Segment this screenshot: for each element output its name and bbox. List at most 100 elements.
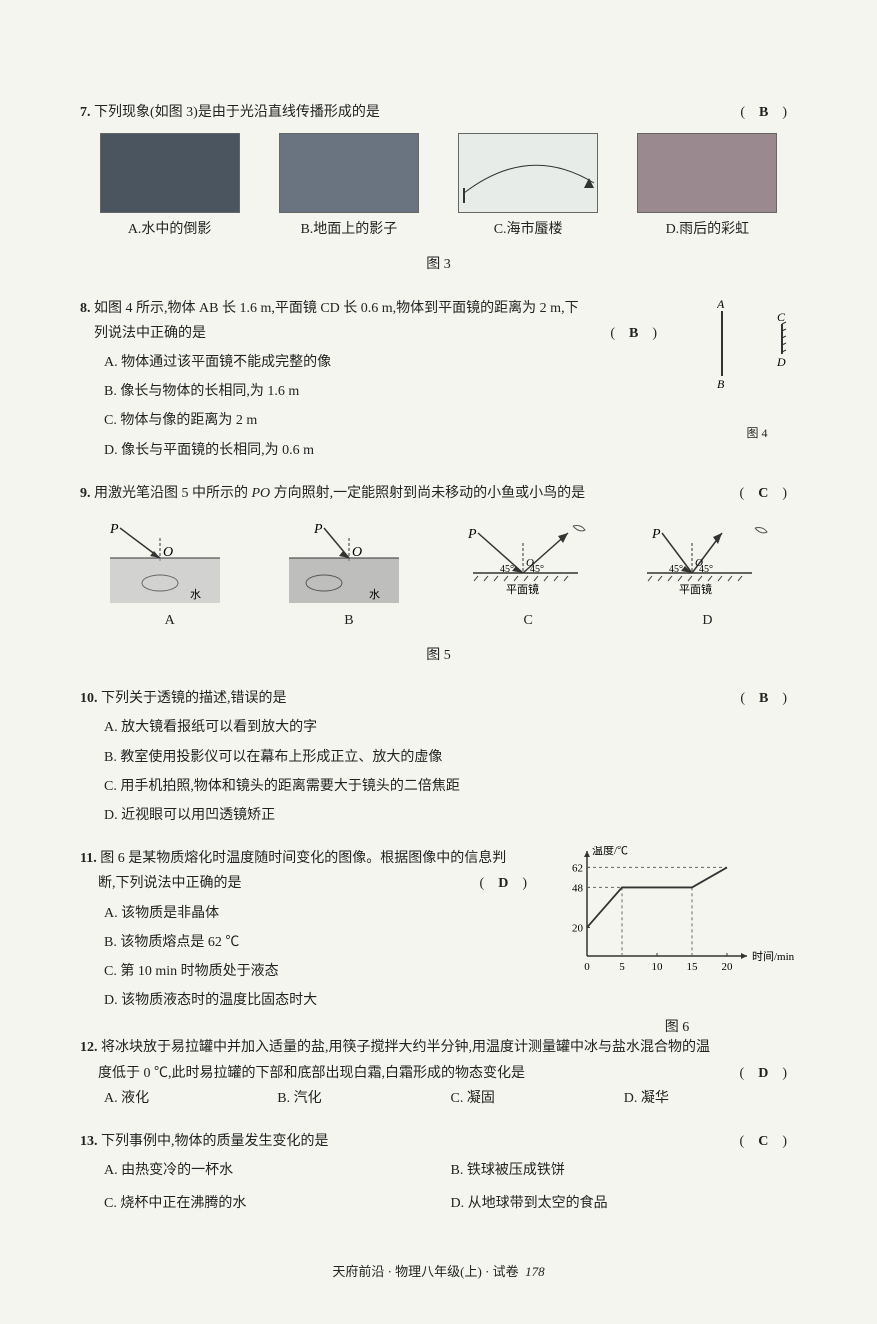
q11-num: 11.	[80, 851, 97, 866]
q10-options: A. 放大镜看报纸可以看到放大的字 B. 教室使用投影仪可以在幕布上形成正立、放…	[104, 715, 797, 828]
q10-text: 下列关于透镜的描述,错误的是	[101, 691, 287, 706]
q13-options: A. 由热变冷的一杯水 B. 铁球被压成铁饼 C. 烧杯中正在沸腾的水 D. 从…	[104, 1154, 797, 1220]
q7-opt-c: C.海市蜃楼	[439, 133, 618, 242]
q10-opt-d: D. 近视眼可以用凹透镜矫正	[104, 803, 797, 828]
q10-opt-a: A. 放大镜看报纸可以看到放大的字	[104, 715, 797, 740]
q8-text-1: 如图 4 所示,物体 AB 长 1.6 m,平面镜 CD 长 0.6 m,物体到…	[94, 301, 579, 316]
q8-opt-c: C. 物体与像的距离为 2 m	[104, 408, 697, 433]
q11-opt-c: C. 第 10 min 时物质处于液态	[104, 959, 537, 984]
q11-opt-a: A. 该物质是非晶体	[104, 901, 537, 926]
question-7: 7. 下列现象(如图 3)是由于光沿直线传播形成的是 ( B ) A.水中的倒影…	[80, 100, 797, 278]
q11-fig-label: 图 6	[557, 1015, 797, 1040]
label-C: C	[777, 310, 786, 324]
question-13: 13. 下列事例中,物体的质量发生变化的是 ( C ) A. 由热变冷的一杯水 …	[80, 1129, 797, 1221]
q10-opt-c: C. 用手机拍照,物体和镜头的距离需要大于镜头的二倍焦距	[104, 774, 797, 799]
q8-options: A. 物体通过该平面镜不能成完整的像 B. 像长与物体的长相同,为 1.6 m …	[104, 350, 697, 463]
q13-answer: ( C )	[740, 1129, 787, 1154]
q10-opt-b: B. 教室使用投影仪可以在幕布上形成正立、放大的虚像	[104, 745, 797, 770]
svg-text:15: 15	[687, 961, 699, 973]
q7-img-d	[637, 133, 777, 213]
q9-num: 9.	[80, 486, 91, 501]
q7-img-b	[279, 133, 419, 213]
q11-text-2: 断,下列说法中正确的是	[98, 876, 242, 891]
q7-img-a	[100, 133, 240, 213]
q8-diagram: A B C D 图 4	[717, 296, 797, 396]
svg-text:平面镜: 平面镜	[679, 582, 712, 596]
svg-text:62: 62	[572, 863, 583, 875]
q12-text-1: 将冰块放于易拉罐中并加入适量的盐,用筷子搅拌大约半分钟,用温度计测量罐中冰与盐水…	[101, 1040, 710, 1055]
q8-answer: ( B )	[610, 321, 657, 346]
q11-answer: ( D )	[480, 871, 527, 896]
svg-text:5: 5	[619, 961, 625, 973]
mirage-icon	[459, 133, 597, 213]
question-10: 10. 下列关于透镜的描述,错误的是 ( B ) A. 放大镜看报纸可以看到放大…	[80, 686, 797, 828]
q8-opt-d: D. 像长与平面镜的长相同,为 0.6 m	[104, 438, 697, 463]
q10-num: 10.	[80, 691, 98, 706]
label-B: B	[717, 377, 725, 391]
q9-fig-b: P O 水 B	[274, 518, 424, 633]
q12-text-2: 度低于 0 ℃,此时易拉罐的下部和底部出现白霜,白霜形成的物态变化是	[98, 1066, 525, 1081]
svg-text:P: P	[651, 527, 661, 542]
svg-text:48: 48	[572, 883, 584, 895]
q12-opt-b: B. 汽化	[277, 1086, 450, 1111]
q7-answer: ( B )	[740, 100, 787, 125]
q7-opt-b: B.地面上的影子	[259, 133, 438, 242]
q13-opt-a: A. 由热变冷的一杯水	[104, 1158, 451, 1183]
q7-text: 下列现象(如图 3)是由于光沿直线传播形成的是	[94, 105, 380, 120]
q9-answer: ( C )	[740, 481, 787, 506]
svg-text:水: 水	[190, 588, 201, 601]
question-11: 11. 图 6 是某物质熔化时温度随时间变化的图像。根据图像中的信息判 断,下列…	[80, 846, 797, 1017]
q13-opt-c: C. 烧杯中正在沸腾的水	[104, 1191, 451, 1216]
q12-opt-d: D. 凝华	[624, 1086, 797, 1111]
label-A: A	[717, 297, 725, 311]
q9-fig-c: P O 45° 45° 平面镜 C	[453, 518, 603, 633]
q8-num: 8.	[80, 301, 91, 316]
svg-text:平面镜: 平面镜	[506, 582, 539, 596]
q12-opt-c: C. 凝固	[451, 1086, 624, 1111]
svg-text:水: 水	[369, 588, 380, 601]
svg-text:P: P	[467, 527, 477, 542]
q12-answer: ( D )	[740, 1061, 787, 1086]
q13-text: 下列事例中,物体的质量发生变化的是	[101, 1134, 329, 1149]
question-8: A B C D 图 4 8. 如图 4 所示,物体 AB 长 1.6 m,平面镜…	[80, 296, 797, 463]
q11-chart: 20486205101520温度/℃时间/min 图 6	[557, 846, 797, 1006]
q13-num: 13.	[80, 1134, 98, 1149]
q9-fig-label: 图 5	[80, 643, 797, 668]
q10-answer: ( B )	[740, 686, 787, 711]
q7-fig-label: 图 3	[80, 252, 797, 277]
svg-text:0: 0	[584, 961, 590, 973]
q7-opt-d: D.雨后的彩虹	[618, 133, 797, 242]
question-9: 9. 用激光笔沿图 5 中所示的 PO 方向照射,一定能照射到尚未移动的小鱼或小…	[80, 481, 797, 669]
svg-text:10: 10	[652, 961, 664, 973]
q13-opt-d: D. 从地球带到太空的食品	[451, 1191, 798, 1216]
q8-text-2: 列说法中正确的是	[94, 326, 206, 341]
page-footer: 天府前沿 · 物理八年级(上) · 试卷 178	[80, 1260, 797, 1283]
svg-text:P: P	[313, 522, 323, 537]
svg-text:20: 20	[722, 961, 734, 973]
svg-text:温度/℃: 温度/℃	[592, 846, 628, 857]
q13-opt-b: B. 铁球被压成铁饼	[451, 1158, 798, 1183]
q7-opt-a: A.水中的倒影	[80, 133, 259, 242]
q12-options: A. 液化 B. 汽化 C. 凝固 D. 凝华	[104, 1086, 797, 1111]
q8-fig-label: 图 4	[717, 423, 797, 445]
label-D: D	[776, 355, 786, 369]
q12-opt-a: A. 液化	[104, 1086, 277, 1111]
q11-opt-d: D. 该物质液态时的温度比固态时大	[104, 988, 537, 1013]
q8-opt-b: B. 像长与物体的长相同,为 1.6 m	[104, 379, 697, 404]
q9-text: 用激光笔沿图 5 中所示的 PO 方向照射,一定能照射到尚未移动的小鱼或小鸟的是	[94, 486, 585, 501]
q11-text-1: 图 6 是某物质熔化时温度随时间变化的图像。根据图像中的信息判	[100, 851, 506, 866]
svg-text:20: 20	[572, 923, 584, 935]
q9-fig-d: P O 45° 45° 平面镜 D	[632, 518, 782, 633]
q11-opt-b: B. 该物质熔点是 62 ℃	[104, 930, 537, 955]
svg-text:时间/min: 时间/min	[752, 950, 795, 963]
q9-figures: P O 水 A P O	[80, 518, 797, 633]
q12-num: 12.	[80, 1040, 98, 1055]
question-12: 12. 将冰块放于易拉罐中并加入适量的盐,用筷子搅拌大约半分钟,用温度计测量罐中…	[80, 1035, 797, 1111]
q8-opt-a: A. 物体通过该平面镜不能成完整的像	[104, 350, 697, 375]
q7-options: A.水中的倒影 B.地面上的影子 C.海市蜃楼 D.雨后的彩虹	[80, 133, 797, 242]
page-number: 178	[525, 1264, 545, 1279]
q9-fig-a: P O 水 A	[95, 518, 245, 633]
q7-img-c	[458, 133, 598, 213]
q11-options: A. 该物质是非晶体 B. 该物质熔点是 62 ℃ C. 第 10 min 时物…	[104, 901, 537, 1014]
q7-num: 7.	[80, 105, 91, 120]
